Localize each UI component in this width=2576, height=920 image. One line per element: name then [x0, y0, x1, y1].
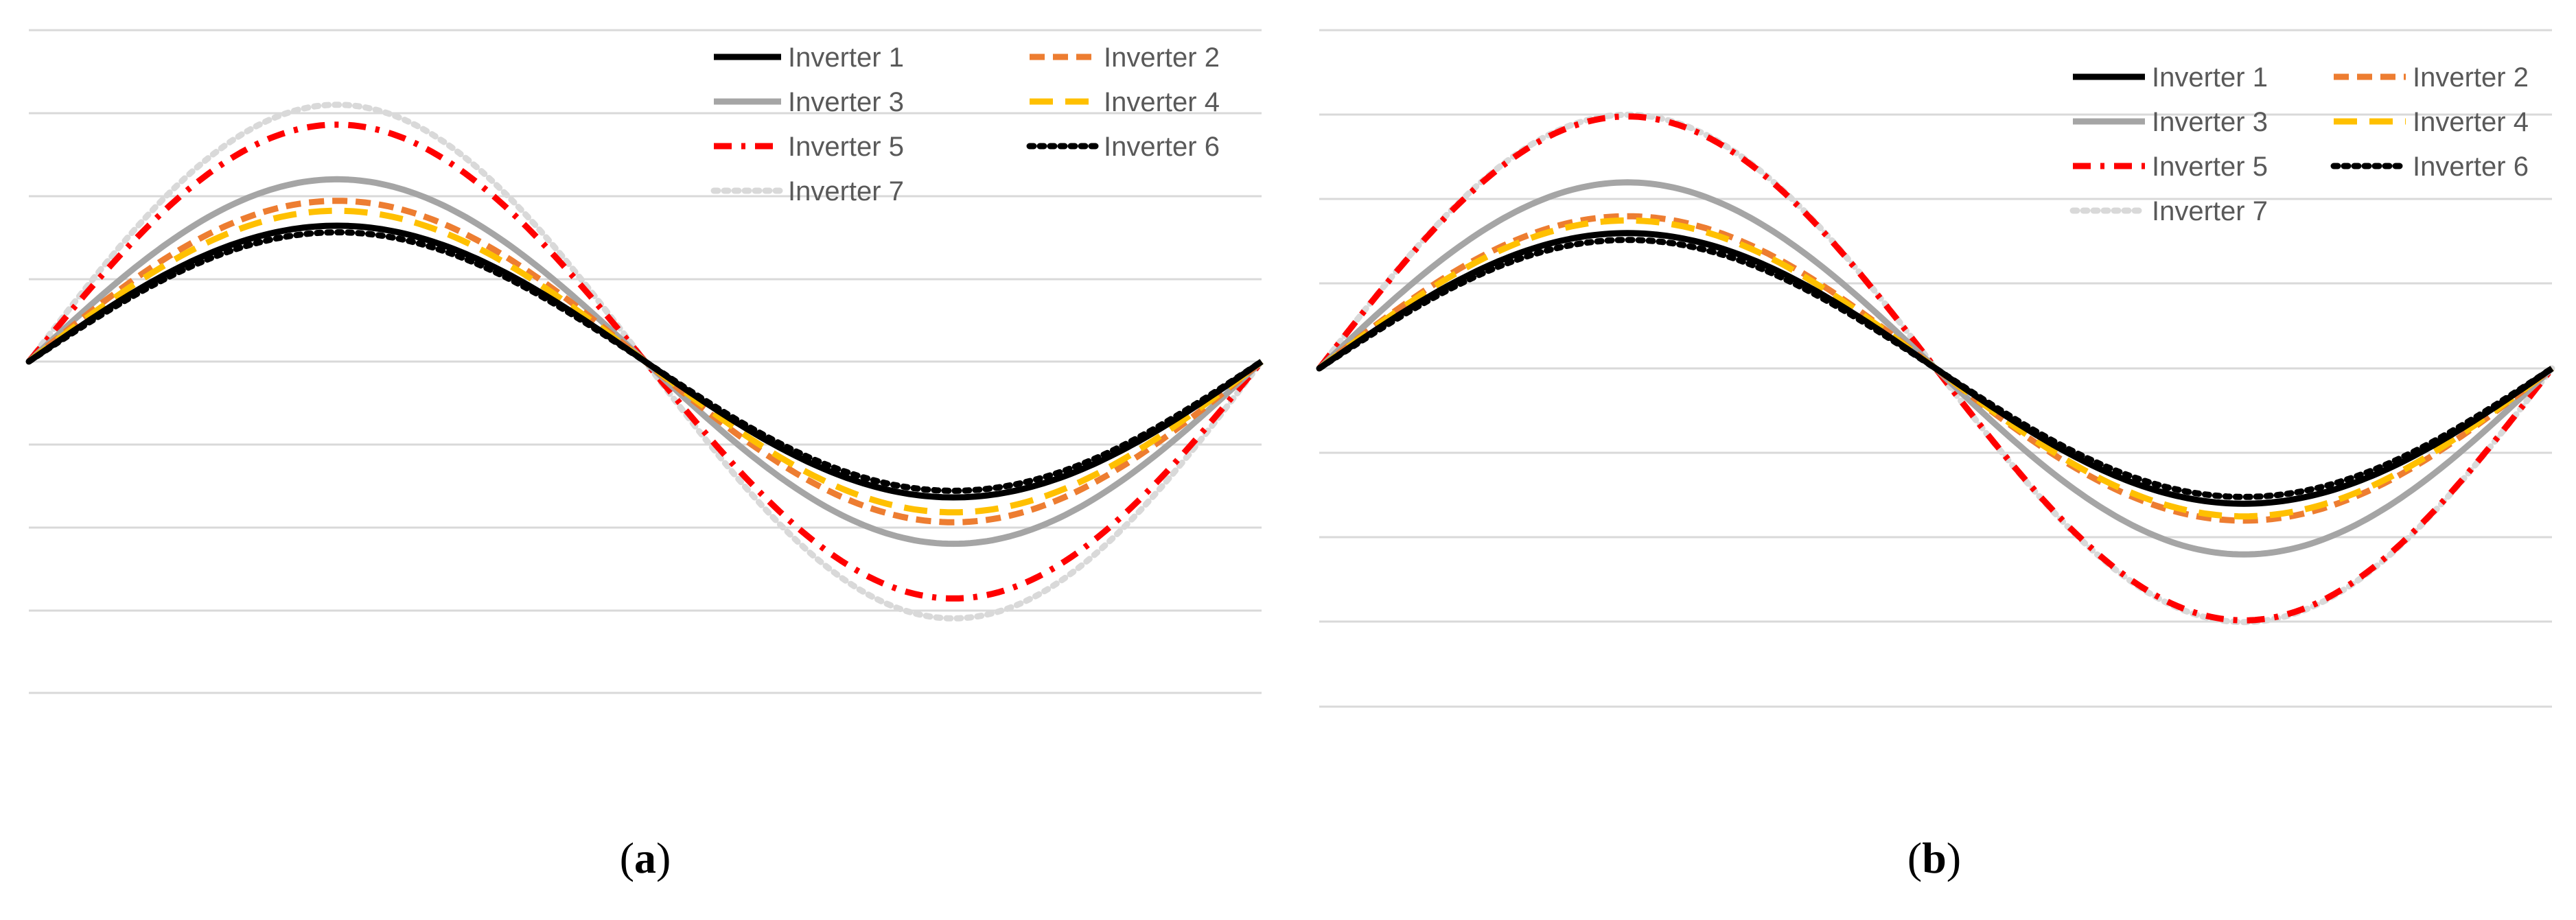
legend-label: Inverter 2 [1104, 43, 1220, 73]
legend-label: Inverter 3 [2152, 107, 2268, 137]
series-line-inverter-5 [26, 121, 1264, 602]
legend-label: Inverter 3 [788, 87, 904, 117]
legend-label: Inverter 7 [788, 176, 904, 207]
legend-label: Inverter 4 [1104, 87, 1220, 117]
legend-label: Inverter 1 [2152, 62, 2268, 93]
legend-label: Inverter 6 [2413, 152, 2529, 182]
series-lines-a [25, 102, 1265, 622]
series-line-inverter-1 [1317, 230, 2554, 507]
legend-label: Inverter 5 [788, 132, 904, 162]
legend-label: Inverter 5 [2152, 152, 2268, 182]
legend-b: Inverter 1 Inverter 2 Inverter 3 Inverter 4… [2069, 62, 2529, 226]
series-line-inverter-1 [27, 222, 1264, 501]
series-line-inverter-5 [1316, 113, 2555, 624]
legend-label: Inverter 7 [2152, 196, 2268, 226]
gridlines-b [1319, 29, 2552, 708]
chart-panel-a: Inverter 1 Inverter 2 Inverter 3 Inverter 4… [25, 29, 1265, 694]
series-lines-b [1316, 111, 2555, 626]
legend-label: Inverter 6 [1104, 132, 1220, 162]
legend-a: Inverter 1 Inverter 2 Inverter 3 Inverter 4… [710, 43, 1220, 207]
legend-label: Inverter 1 [788, 43, 904, 73]
panel-label-a: (a) [620, 834, 671, 882]
chart-panel-b: Inverter 1 Inverter 2 Inverter 3 Inverter 4… [1316, 29, 2555, 708]
legend-label: Inverter 2 [2413, 62, 2529, 93]
legend-label: Inverter 4 [2413, 107, 2529, 137]
panel-label-b: (b) [1907, 834, 1961, 882]
